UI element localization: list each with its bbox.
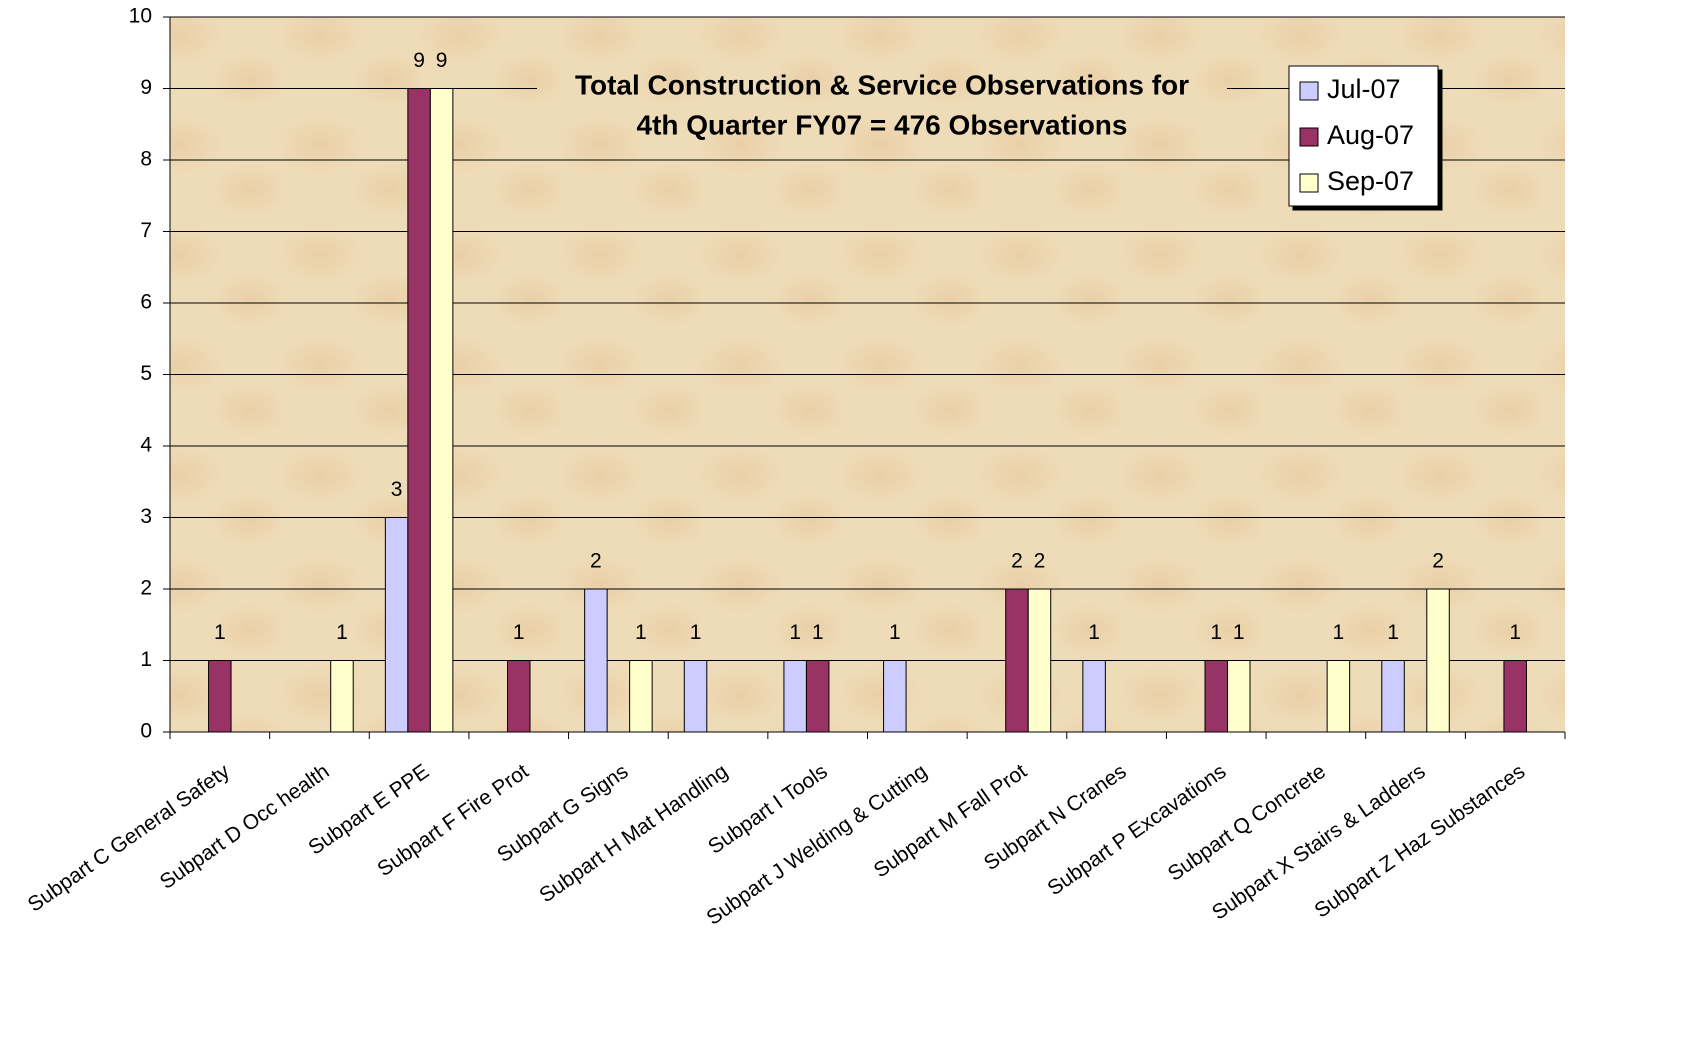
data-label: 1: [513, 621, 525, 644]
y-tick-label: 4: [140, 434, 152, 457]
legend-label: Aug-07: [1327, 120, 1414, 150]
data-label: 2: [1432, 550, 1444, 573]
data-label: 1: [635, 621, 647, 644]
data-label: 1: [336, 621, 348, 644]
bar: [1082, 660, 1106, 733]
y-tick-label: 6: [140, 291, 152, 314]
data-label: 9: [436, 49, 448, 72]
data-label: 1: [1509, 621, 1521, 644]
y-tick-label: 3: [140, 505, 152, 528]
bar: [883, 660, 907, 733]
legend-label: Jul-07: [1327, 74, 1401, 104]
bar: [783, 660, 807, 733]
data-label: 2: [1034, 550, 1046, 573]
bar: [1204, 660, 1228, 733]
data-label: 2: [590, 550, 602, 573]
data-label: 1: [690, 621, 702, 644]
bar: [1426, 588, 1450, 733]
bar: [1227, 660, 1251, 733]
y-tick-label: 7: [140, 219, 152, 242]
y-tick-label: 5: [140, 362, 152, 385]
data-label: 1: [812, 621, 824, 644]
data-label: 1: [1387, 621, 1399, 644]
data-label: 1: [1088, 621, 1100, 644]
data-label: 1: [1210, 621, 1222, 644]
legend-swatch: [1299, 173, 1319, 193]
bar: [584, 588, 608, 733]
data-label: 1: [1333, 621, 1345, 644]
legend-label: Sep-07: [1327, 166, 1414, 196]
x-tick-label: Subpart P Excavations: [1043, 760, 1230, 900]
chart-title: 4th Quarter FY07 = 476 Observations: [637, 109, 1128, 140]
bar: [629, 660, 653, 733]
x-tick-label: Subpart H Mat Handling: [535, 760, 732, 907]
bar: [208, 660, 232, 733]
y-tick-label: 8: [140, 148, 152, 171]
bar: [407, 88, 431, 733]
legend-swatch: [1299, 81, 1319, 101]
y-tick-label: 1: [140, 648, 152, 671]
y-tick-label: 2: [140, 577, 152, 600]
x-tick-label: Subpart C General Safety: [24, 760, 235, 917]
bar: [384, 517, 409, 733]
bar: [1005, 588, 1029, 733]
bar: [1326, 660, 1351, 733]
bar: [507, 660, 531, 733]
data-label: 1: [789, 621, 801, 644]
data-label: 1: [889, 621, 901, 644]
bar: [1381, 660, 1405, 733]
data-label: 1: [1233, 621, 1245, 644]
data-label: 2: [1011, 550, 1023, 573]
bar: [1503, 660, 1527, 733]
y-tick-label: 0: [140, 720, 152, 743]
data-label: 1: [214, 621, 226, 644]
legend-swatch: [1299, 127, 1319, 147]
y-tick-label: 9: [140, 76, 152, 99]
bar: [1027, 588, 1052, 733]
x-tick-label: Subpart D Occ health: [156, 760, 334, 894]
chart-title: Total Construction & Service Observation…: [575, 69, 1189, 100]
bar: [330, 660, 354, 733]
data-label: 9: [413, 49, 425, 72]
title-box: [537, 64, 1227, 150]
bar: [429, 88, 454, 733]
y-tick-label: 10: [129, 5, 152, 28]
data-label: 3: [391, 478, 403, 501]
bar: [683, 660, 708, 733]
bar: [805, 660, 830, 733]
